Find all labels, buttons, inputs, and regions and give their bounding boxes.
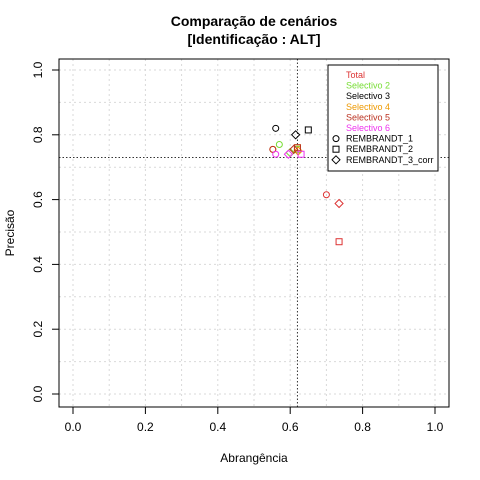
legend-entry-rembrandt_2: REMBRANDT_2: [346, 144, 413, 154]
x-tick-label: 0.8: [354, 420, 371, 434]
x-tick-label: 0.2: [137, 420, 154, 434]
point-selectivo-6-diamond: [283, 149, 294, 159]
point-selectivo-6-circle: [272, 150, 280, 158]
legend-entry-rembrandt_3_corr: REMBRANDT_3_corr: [346, 155, 434, 165]
point-selectivo-3-square: [304, 126, 312, 134]
legend-box: [327, 64, 439, 172]
y-tick-label: 0.4: [31, 256, 45, 273]
legend-entry-selectivo-4: Selectivo 4: [346, 102, 390, 112]
point-selectivo-6-square: [297, 150, 305, 158]
legend-entry-total: Total: [346, 70, 365, 80]
x-tick-label: 0.4: [209, 420, 226, 434]
y-tick-label: 0.6: [31, 191, 45, 208]
point-total-circle: [322, 191, 330, 199]
y-axis-label: Precisão: [3, 209, 17, 256]
point-selectivo-2-circle: [275, 141, 283, 149]
x-tick-label: 0.0: [65, 420, 82, 434]
legend-entry-selectivo-2: Selectivo 2: [346, 81, 390, 91]
legend-symbol-circle: [332, 135, 340, 143]
point-selectivo-3-circle: [272, 124, 280, 132]
legend-entry-selectivo-3: Selectivo 3: [346, 91, 390, 101]
legend-symbol-square: [332, 145, 340, 153]
y-tick-label: 1.0: [31, 61, 45, 78]
y-tick-label: 0.2: [31, 321, 45, 338]
point-selectivo-5-square: [293, 144, 301, 152]
x-tick-label: 1.0: [427, 420, 444, 434]
legend-entry-selectivo-5: Selectivo 5: [346, 112, 390, 122]
legend-symbol-diamond: [331, 155, 341, 165]
y-tick-label: 0.0: [31, 385, 45, 402]
point-selectivo-3-diamond: [290, 130, 301, 140]
point-total-square: [335, 238, 343, 246]
legend-entry-selectivo-6: Selectivo 6: [346, 123, 390, 133]
chart-title-line-2: [Identificação : ALT]: [188, 31, 321, 47]
axes: 0.0 0.2 0.4 0.6 0.8 1.0 0.0 0.2 0.4 0.6 0.8 1.0: [31, 61, 444, 434]
point-total-diamond: [334, 198, 344, 209]
y-tick-label: 0.8: [31, 126, 45, 143]
x-axis-label: Abrangência: [220, 451, 288, 465]
point-selectivo-5-diamond: [289, 144, 299, 155]
legend-entry-rembrandt_1: REMBRANDT_1: [346, 134, 413, 144]
data-points: [269, 124, 344, 246]
x-tick-label: 0.6: [282, 420, 299, 434]
chart-title-line-1: Comparação de cenários: [171, 13, 338, 29]
